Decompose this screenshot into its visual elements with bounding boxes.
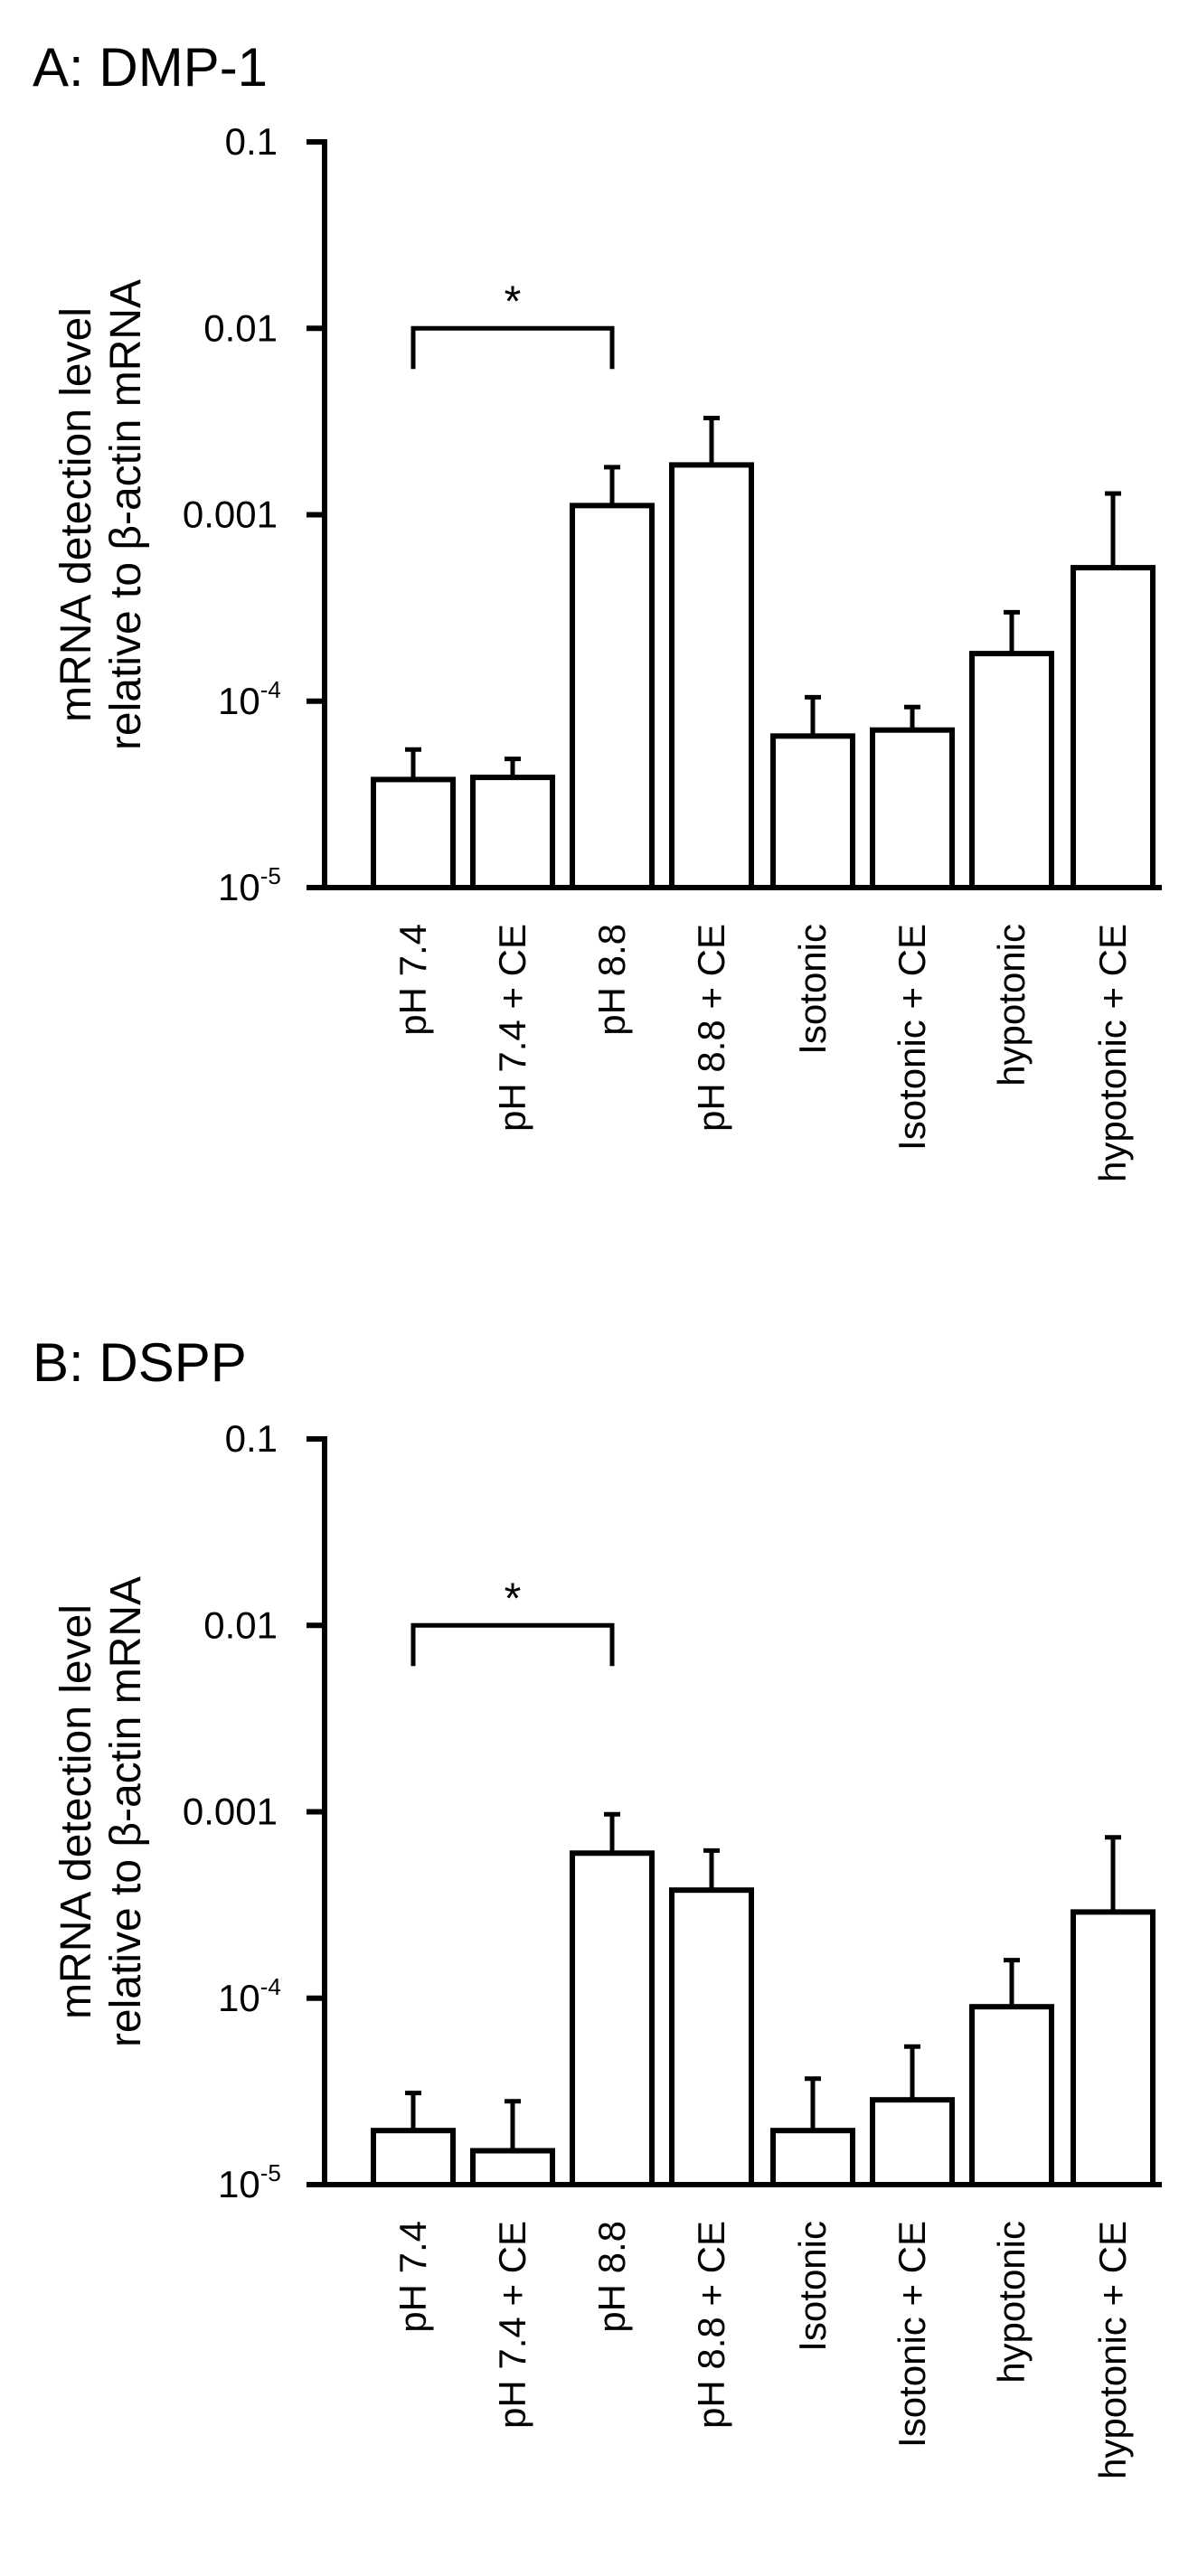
category-label: pH 8.8 xyxy=(590,2221,633,2333)
bar xyxy=(371,2128,456,2188)
panel-title: A: DMP-1 xyxy=(33,37,268,98)
significance-marker: * xyxy=(505,277,522,325)
category-label: hypotonic + CE xyxy=(1091,924,1134,1182)
bar xyxy=(969,651,1054,890)
y-tick-label: 0.1 xyxy=(225,120,278,163)
significance-marker: * xyxy=(505,1575,522,1622)
category-label: hypotonic xyxy=(990,2221,1033,2383)
bar xyxy=(770,2128,855,2188)
category-label: pH 8.8 xyxy=(590,924,633,1036)
category-label: hypotonic xyxy=(990,924,1033,1086)
y-tick-label: 10-4 xyxy=(218,1973,281,2019)
category-label: pH 8.8 + CE xyxy=(690,2221,732,2429)
panel-a-dmp1: A: DMP-1 0.1 0.01 0.001 10-4 10-5 mRNA detecti… xyxy=(33,37,1162,1182)
y-tick-label: 0.01 xyxy=(203,1603,278,1646)
significance-bracket xyxy=(410,1622,615,1667)
y-axis-label-line: mRNA detection level xyxy=(52,307,100,722)
bar xyxy=(669,1887,754,2188)
bar xyxy=(870,727,955,891)
category-label: Isotonic + CE xyxy=(891,2221,933,2448)
y-tick-label: 0.01 xyxy=(203,306,278,349)
y-axis-label: mRNA detection levelrelative to β-actin … xyxy=(52,1576,150,2047)
panel-b-dspp: B: DSPP 0.1 0.01 0.001 10-4 10-5 mRNA detectio… xyxy=(33,1332,1162,2479)
y-tick-label: 0.001 xyxy=(183,1791,278,1833)
category-label: Isotonic xyxy=(791,924,834,1055)
bar xyxy=(470,775,555,890)
category-label: hypotonic + CE xyxy=(1091,2221,1134,2479)
category-label: pH 7.4 + CE xyxy=(491,924,533,1132)
bar xyxy=(1071,565,1156,890)
y-tick-label: 0.001 xyxy=(183,494,278,536)
y-tick-label: 10-4 xyxy=(218,676,281,722)
category-label: pH 7.4 + CE xyxy=(491,2221,533,2429)
category-label: Isotonic + CE xyxy=(891,924,933,1151)
bar xyxy=(1071,1909,1156,2187)
y-axis-label-line: relative to β-actin mRNA xyxy=(102,279,150,750)
category-label: pH 7.4 xyxy=(391,2221,434,2333)
bar xyxy=(371,776,456,890)
y-tick-label: 10-5 xyxy=(218,862,281,908)
y-axis-label: mRNA detection levelrelative to β-actin … xyxy=(52,279,150,750)
y-tick-label: 10-5 xyxy=(218,2159,281,2205)
category-label: Isotonic xyxy=(791,2221,834,2352)
y-axis-label-line: mRNA detection level xyxy=(52,1604,100,2019)
y-tick-label: 0.1 xyxy=(225,1417,278,1460)
bar xyxy=(870,2097,955,2187)
y-axis-label-line: relative to β-actin mRNA xyxy=(102,1576,150,2047)
bar xyxy=(669,462,754,890)
bar xyxy=(570,1850,655,2188)
panel-title: B: DSPP xyxy=(33,1332,247,1393)
significance-bracket xyxy=(410,325,615,370)
bar xyxy=(570,503,655,890)
bar xyxy=(969,2004,1054,2188)
bar xyxy=(470,2148,555,2188)
bar xyxy=(770,733,855,890)
category-label: pH 8.8 + CE xyxy=(690,924,732,1132)
category-label: pH 7.4 xyxy=(391,924,434,1036)
